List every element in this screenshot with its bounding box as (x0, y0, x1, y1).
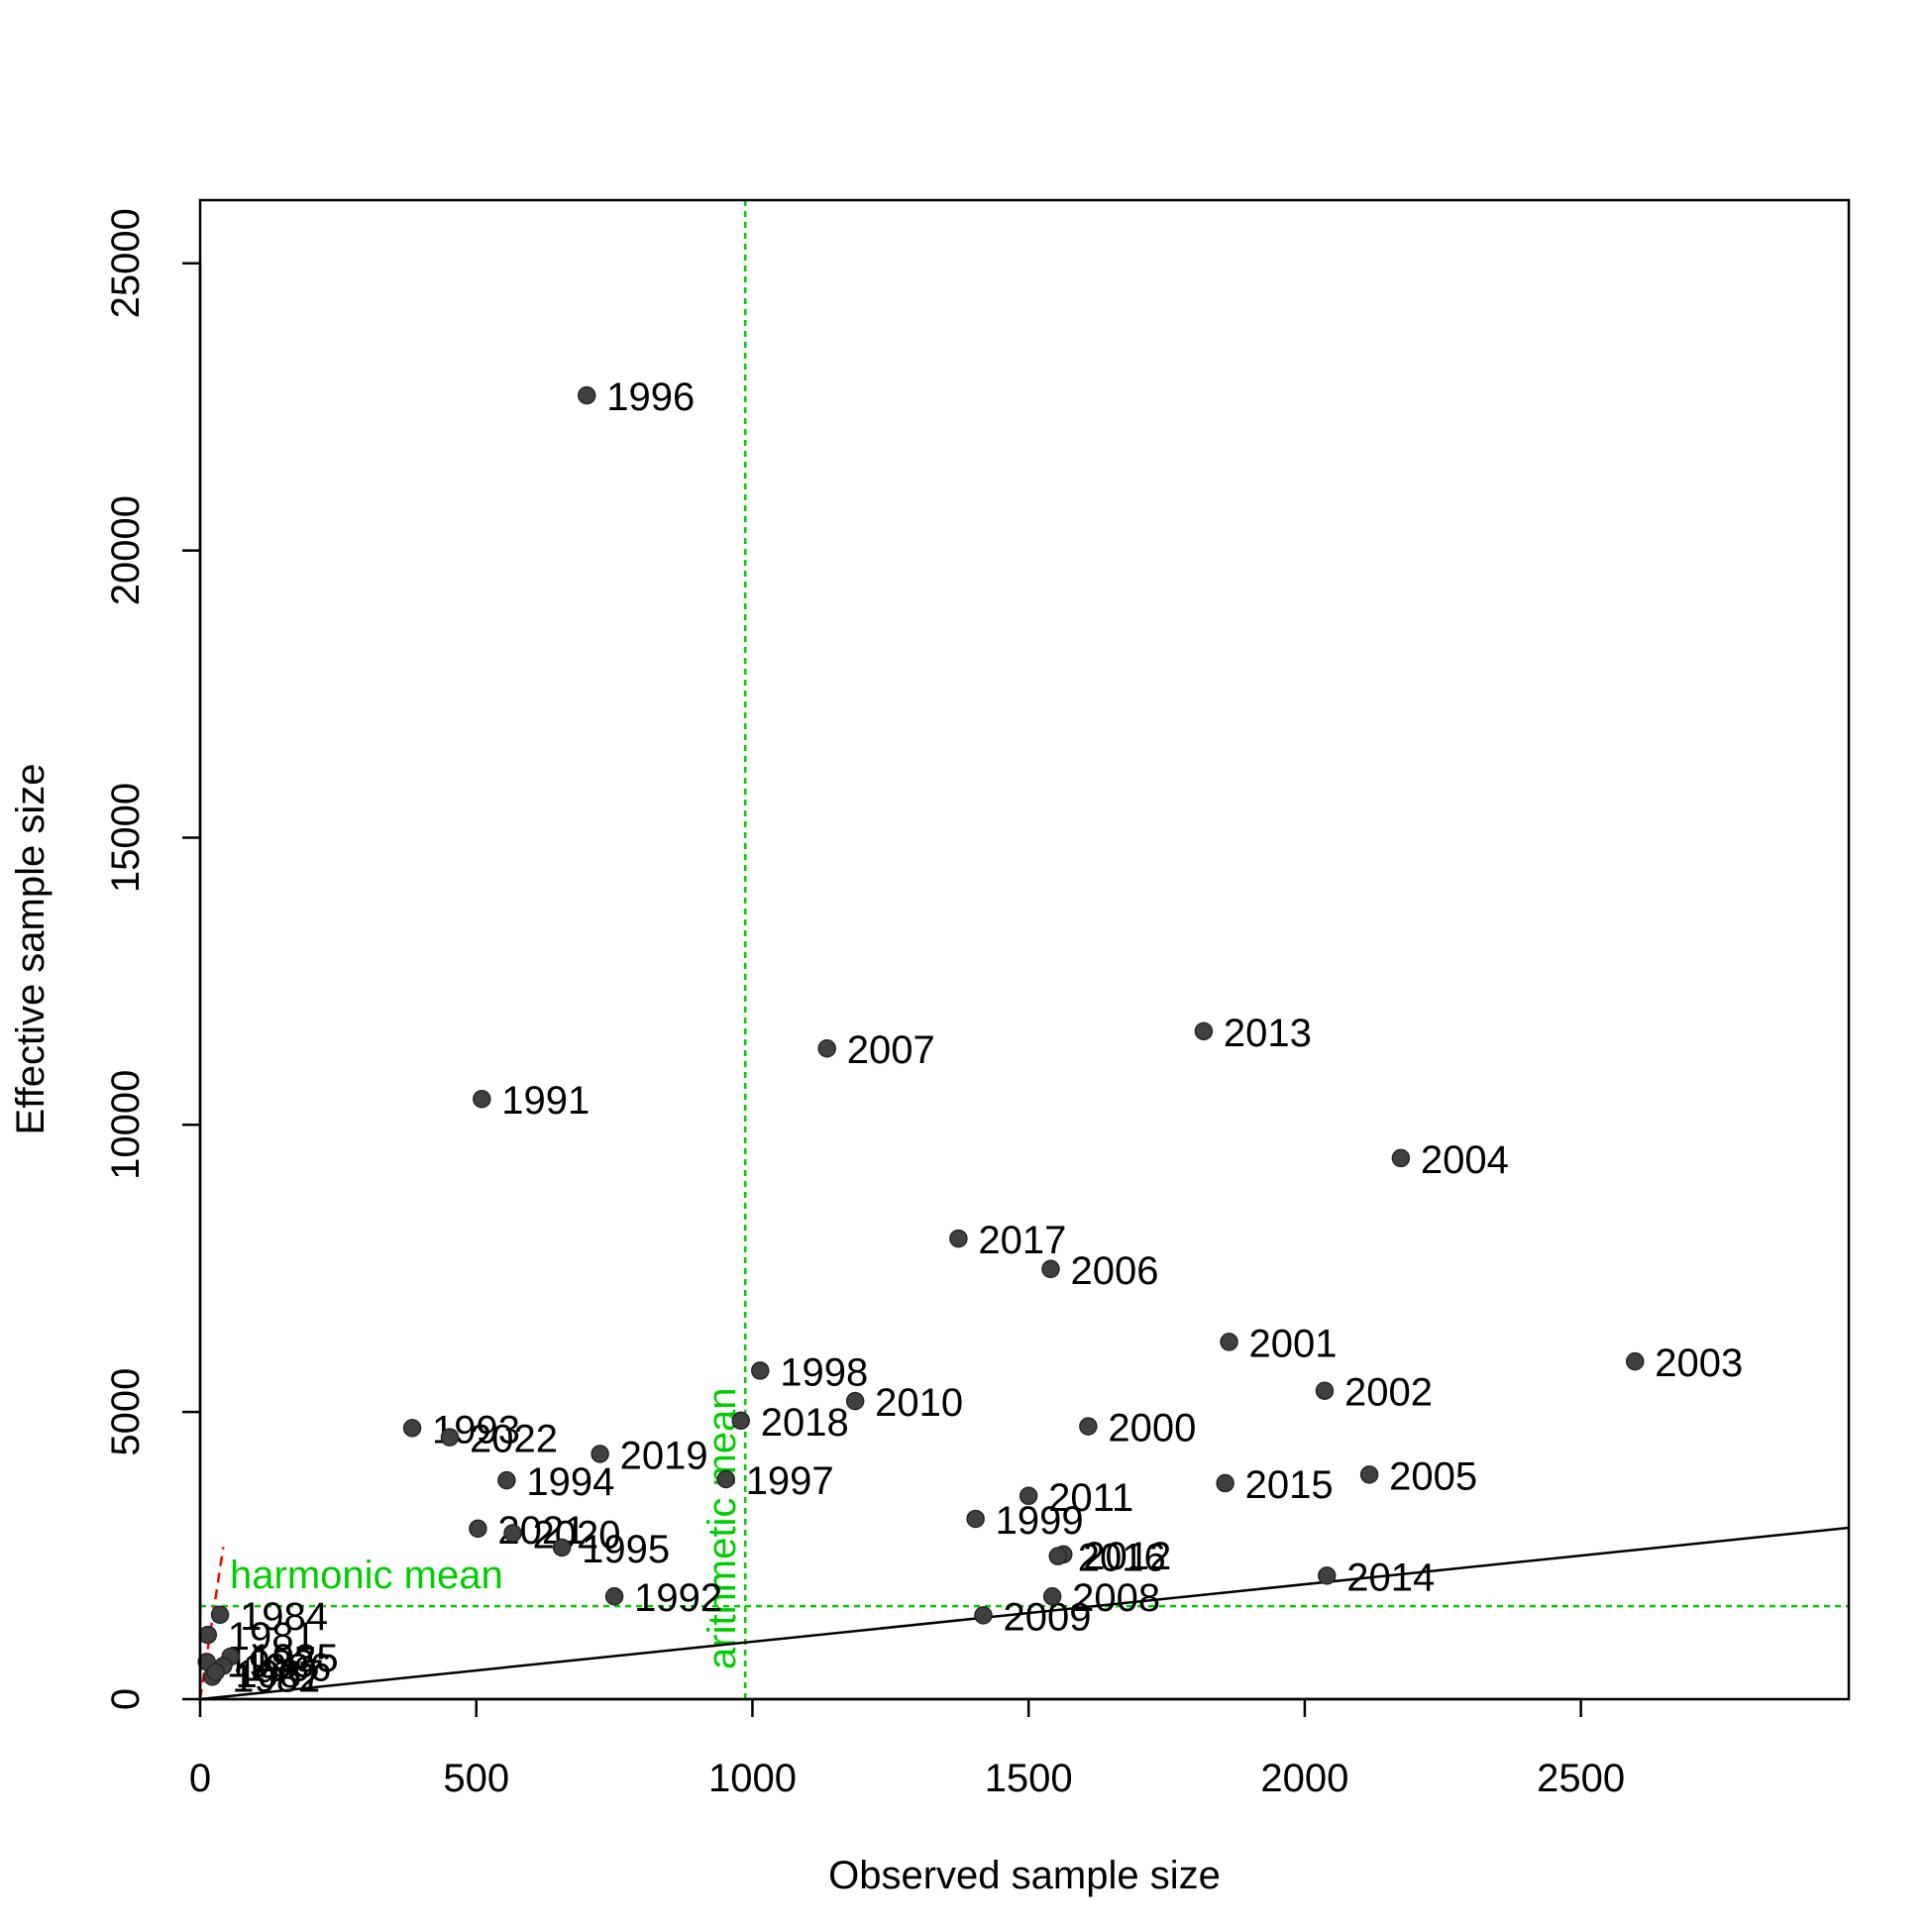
data-point-label: 2005 (1389, 1454, 1477, 1498)
data-point (716, 1469, 735, 1489)
data-point-label: 2020 (533, 1513, 621, 1556)
axis-x: 0 500 1000 1500 2000 2500 (189, 1697, 1625, 1800)
data-point-label: 2019 (620, 1434, 708, 1477)
data-point-label: 2016 (1078, 1537, 1166, 1580)
x-tick-label: 1500 (985, 1757, 1073, 1800)
data-point-label: 2017 (978, 1219, 1066, 1262)
data-point (469, 1519, 487, 1539)
x-tick-label: 500 (443, 1757, 509, 1800)
data-point (1315, 1381, 1335, 1400)
plot-frame (198, 198, 1851, 1701)
harmonic-mean-label: harmonic mean (230, 1554, 503, 1597)
data-point (1359, 1465, 1379, 1484)
data-point-label: 2014 (1346, 1556, 1435, 1599)
data-point (473, 1089, 491, 1109)
data-point-label: 1986 (243, 1646, 331, 1689)
x-tick-label: 0 (189, 1757, 211, 1800)
data-point-label: 2001 (1249, 1322, 1338, 1365)
data-point (1317, 1566, 1337, 1585)
data-points (197, 385, 1645, 1686)
data-point (845, 1391, 865, 1411)
data-point-label: 1991 (501, 1079, 590, 1123)
data-point (577, 385, 596, 405)
data-point-label: 1981 (228, 1615, 316, 1659)
data-point (1626, 1351, 1645, 1371)
data-point (974, 1606, 993, 1625)
data-point-label: 1995 (582, 1528, 670, 1571)
data-point-label: 2022 (470, 1418, 558, 1461)
data-point-label: 1984 (240, 1595, 328, 1639)
data-point (1042, 1586, 1062, 1606)
data-point-label: 1987 (236, 1653, 324, 1696)
data-point-label: 1982 (232, 1657, 320, 1700)
data-point-label: 1996 (606, 376, 695, 419)
data-point-label: 1994 (526, 1460, 614, 1504)
data-point (817, 1038, 836, 1058)
data-point-label: 2010 (875, 1381, 963, 1425)
data-point (1079, 1417, 1098, 1436)
data-point (1216, 1473, 1234, 1493)
data-point-label: 2000 (1108, 1407, 1196, 1450)
x-tick-label: 1000 (708, 1757, 797, 1800)
data-point (552, 1538, 572, 1557)
data-point-label: 1992 (634, 1576, 722, 1620)
y-tick-label: 25000 (104, 208, 148, 318)
data-point (1041, 1259, 1060, 1279)
x-tick-label: 2500 (1537, 1757, 1625, 1800)
data-point (1194, 1021, 1214, 1041)
data-point-label: 2003 (1655, 1342, 1743, 1385)
x-axis-title: Observed sample size (828, 1854, 1221, 1897)
data-point (1048, 1547, 1067, 1565)
data-point-label: 2002 (1344, 1371, 1433, 1415)
data-point (604, 1586, 624, 1606)
data-point-label: 2013 (1224, 1012, 1312, 1055)
data-point-label: 2011 (1048, 1476, 1133, 1520)
y-axis-title: Effective sample size (9, 764, 53, 1135)
data-point (503, 1524, 522, 1543)
data-point-label: 1998 (780, 1350, 868, 1394)
data-point (590, 1445, 609, 1463)
reference-lines: arithmetic mean harmonic mean (200, 200, 1849, 1699)
data-point (198, 1625, 218, 1645)
y-tick-label: 20000 (104, 495, 148, 605)
data-point-label: 1997 (746, 1459, 834, 1503)
data-point (497, 1470, 516, 1490)
data-point-label: 2012 (1083, 1535, 1171, 1578)
y-tick-label: 0 (104, 1688, 148, 1710)
data-point (440, 1428, 460, 1447)
x-tick-label: 2000 (1260, 1757, 1348, 1800)
one-to-one-line (199, 1526, 1850, 1701)
axis-y: 0 5000 10000 15000 20000 25000 (104, 208, 202, 1710)
data-point-label: 2007 (847, 1028, 935, 1072)
data-point-label: 1999 (996, 1499, 1084, 1543)
data-point (1019, 1486, 1038, 1506)
data-point-label: 1983 (227, 1642, 315, 1685)
data-point (206, 1663, 225, 1682)
data-point-label: 2008 (1072, 1576, 1160, 1620)
data-point (949, 1229, 968, 1248)
data-point (751, 1361, 770, 1380)
data-point (731, 1411, 750, 1431)
data-point-label: 2015 (1245, 1463, 1334, 1507)
data-point (1220, 1333, 1238, 1351)
y-tick-label: 5000 (104, 1368, 148, 1456)
y-tick-label: 15000 (104, 783, 148, 893)
y-tick-label: 10000 (104, 1070, 148, 1180)
data-point-label: 2006 (1070, 1249, 1158, 1293)
data-point-label: 1985 (251, 1637, 339, 1680)
data-point-label: 2004 (1421, 1138, 1509, 1182)
data-point (1391, 1148, 1411, 1168)
arithmetic-mean-label: arithmetic mean (700, 1387, 744, 1669)
data-point-label: 2018 (761, 1401, 849, 1445)
data-point (402, 1419, 422, 1438)
data-point (210, 1605, 230, 1625)
data-point (966, 1509, 985, 1529)
